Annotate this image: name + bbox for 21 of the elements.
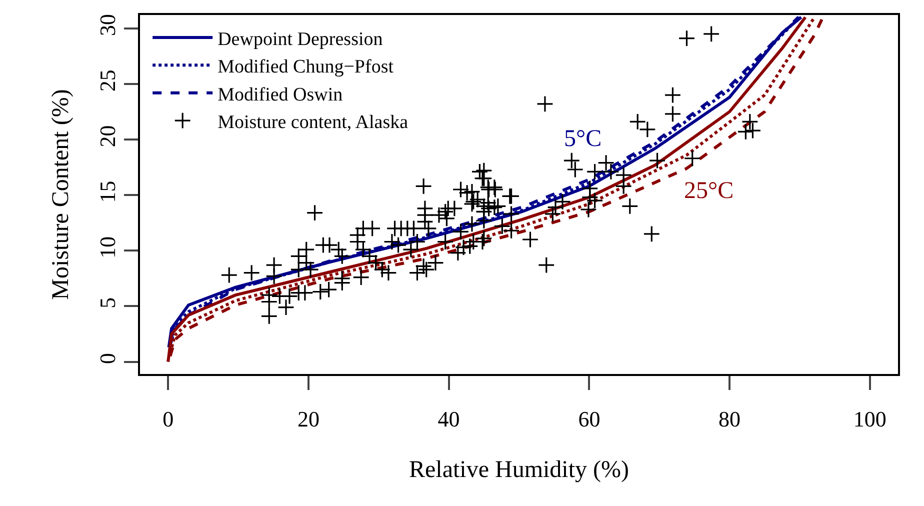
x-tick-label: 80: [718, 406, 741, 432]
x-axis-title: Relative Humidity (%): [409, 457, 629, 484]
x-tick-label: 100: [853, 406, 886, 432]
x-tick-label: 0: [162, 406, 174, 432]
annotation: 25°C: [684, 178, 734, 204]
x-tick-label: 20: [297, 406, 320, 432]
legend-label: Modified Oswin: [218, 84, 344, 106]
y-tick-label: 5: [95, 297, 120, 308]
y-tick-label: 10: [95, 236, 120, 258]
legend-label: Moisture content, Alaska: [218, 112, 409, 133]
annotation: 5°C: [564, 126, 602, 152]
legend-label: Dewpoint Depression: [218, 28, 384, 50]
y-tick-label: 0: [95, 352, 120, 364]
y-tick-label: 25: [95, 70, 120, 92]
y-tick-label: 15: [95, 180, 120, 203]
y-axis-title: Moisture Content (%): [48, 89, 74, 300]
x-tick-label: 60: [578, 406, 600, 432]
legend-label: Modified Chung−Pfost: [218, 56, 394, 78]
x-tick-label: 40: [438, 406, 460, 432]
y-tick-label: 30: [95, 14, 120, 36]
y-tick-label: 20: [95, 125, 120, 148]
